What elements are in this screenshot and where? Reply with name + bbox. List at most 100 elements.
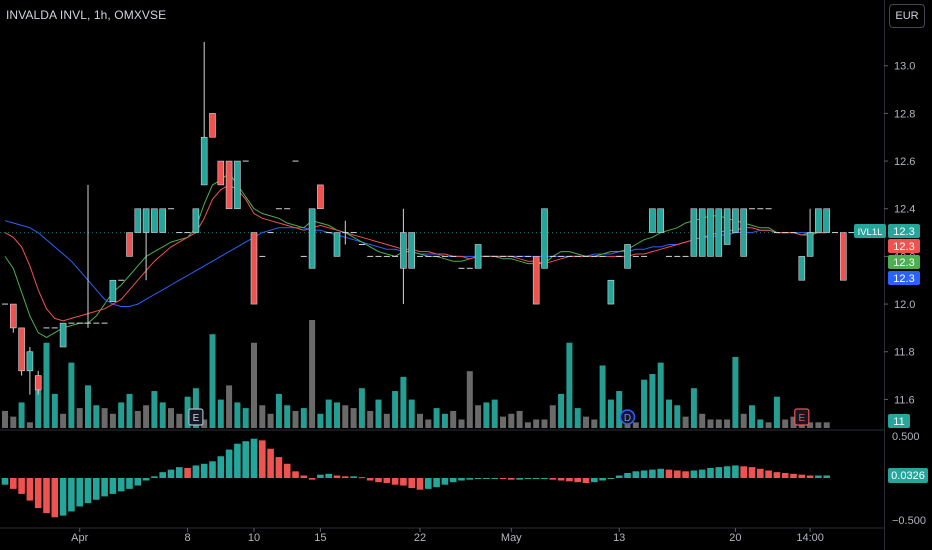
price-label-sma_slow: 12.3	[888, 271, 920, 285]
volume-bar	[450, 410, 457, 428]
oscillator-bar	[259, 440, 266, 478]
volume-bar	[475, 405, 482, 428]
oscillator-bar	[117, 478, 125, 492]
volume-bar	[699, 413, 706, 428]
candle-body	[250, 232, 258, 305]
candle-body	[109, 279, 117, 302]
candle-body	[698, 208, 706, 257]
event-earnings-icon[interactable]: E	[188, 408, 204, 426]
volume-bar	[740, 413, 747, 428]
volume-bar	[807, 422, 814, 428]
oscillator-bar	[184, 467, 191, 478]
oscillator-bar	[599, 478, 606, 481]
volume-bar	[599, 365, 606, 428]
volume-bar	[35, 379, 42, 428]
event-dividend-icon[interactable]: D	[619, 409, 636, 425]
candle	[815, 208, 822, 233]
candle-body	[723, 208, 731, 245]
oscillator-bar	[574, 478, 581, 483]
symbol-tag-bg	[854, 224, 886, 238]
candle	[541, 208, 548, 269]
x-tick-label: May	[501, 532, 522, 544]
candle	[333, 232, 341, 257]
price-label-bg	[888, 239, 920, 253]
oscillator-bar	[541, 478, 548, 479]
volume-bar	[159, 402, 166, 428]
candle-body	[34, 375, 42, 391]
oscillator-bar	[342, 476, 349, 478]
volume-bar	[657, 362, 664, 428]
candle	[317, 184, 324, 210]
price-label-text: 12.3	[893, 241, 914, 253]
volume-bar	[641, 379, 648, 428]
oscillator-bar	[192, 465, 200, 478]
candle-body	[200, 136, 208, 186]
event-label: E	[193, 413, 200, 424]
x-tick-label: 14:00	[796, 532, 824, 544]
candlesticks	[2, 41, 872, 395]
oscillator-bar	[350, 476, 357, 478]
volume-bar	[201, 419, 208, 428]
candle-body	[657, 208, 665, 233]
x-tick-label: 8	[185, 532, 191, 544]
candle	[200, 41, 208, 186]
event-earnings-icon[interactable]: E	[794, 408, 810, 426]
oscillator-bar	[798, 474, 806, 478]
currency-button[interactable]: EUR	[889, 4, 925, 28]
oscillator-bar	[682, 471, 689, 478]
candle-body	[798, 256, 806, 281]
candle	[806, 208, 814, 257]
oscillator-bar	[242, 441, 249, 478]
candle	[798, 256, 806, 281]
candle-body	[707, 208, 714, 257]
oscillator-bar	[159, 472, 166, 478]
volume-bar	[51, 393, 58, 428]
candle	[126, 232, 133, 257]
volume-bar	[533, 419, 540, 428]
volume-bar	[26, 422, 33, 428]
volume-bar	[367, 410, 374, 428]
candle-body	[400, 232, 407, 269]
volume-bar	[558, 393, 565, 428]
oscillator-bar	[234, 443, 241, 478]
candle	[649, 208, 656, 233]
volume-bar	[773, 396, 780, 428]
volume-bar	[300, 408, 307, 428]
event-label: D	[624, 413, 631, 424]
volume-bar	[433, 408, 440, 428]
volume-bar	[458, 419, 465, 428]
oscillator-bar	[615, 475, 623, 478]
osc-last-label: 0.0326	[888, 468, 928, 483]
oscillator-bar	[458, 478, 465, 481]
oscillator-bar	[640, 470, 648, 478]
volume-label-bg	[888, 414, 910, 428]
oscillator-bar	[93, 478, 100, 500]
volume-bar	[209, 334, 216, 428]
volume-bar	[707, 419, 714, 428]
price-label-text: 12.3	[893, 257, 914, 269]
oscillator-bar	[333, 475, 341, 478]
volume-bar	[392, 391, 399, 428]
candle-body	[209, 113, 216, 138]
candle-body	[474, 244, 482, 269]
oscillator-bar	[765, 470, 772, 478]
volume-bar	[616, 391, 623, 428]
volume-bar	[93, 405, 100, 428]
oscillator-bar	[109, 478, 117, 494]
oscillator-bar	[317, 474, 324, 478]
oscillator-bar	[516, 478, 523, 480]
oscillator-bar	[209, 461, 216, 478]
candle-body	[541, 208, 548, 269]
candle	[59, 322, 67, 348]
oscillator-bar	[632, 471, 640, 478]
oscillator-bar	[84, 478, 92, 504]
candle-body	[715, 208, 723, 257]
volume-bar	[242, 408, 249, 428]
price-label-last: 12.3	[888, 224, 920, 238]
oscillator-bar	[26, 478, 34, 501]
oscillator-bar	[250, 438, 258, 478]
candle	[151, 208, 158, 233]
volume-bar	[632, 422, 639, 428]
